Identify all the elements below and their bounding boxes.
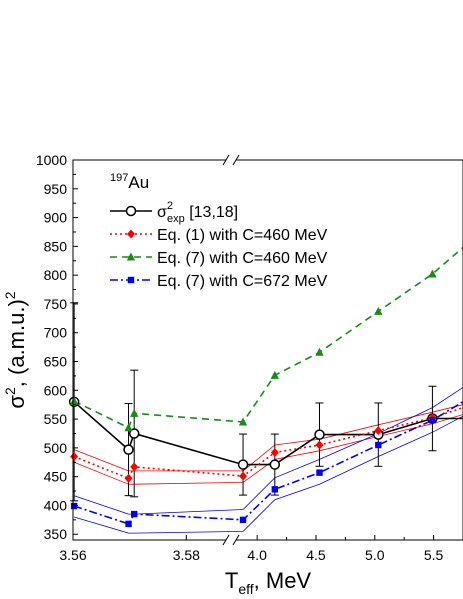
axis-break-slash	[232, 154, 240, 166]
data-point-circle	[123, 444, 134, 455]
axis-break-marks	[222, 154, 240, 546]
data-point-diamond	[239, 471, 248, 481]
series-line	[73, 401, 463, 525]
data-point-triangle	[238, 417, 248, 426]
data-point-circle	[269, 459, 281, 470]
data-point-triangle	[124, 423, 133, 432]
plot-frame	[72, 159, 463, 541]
y-tick-label: 950	[44, 181, 68, 197]
data-point-square	[127, 276, 135, 284]
axis-break-slash	[222, 154, 230, 166]
y-tick-label: 850	[44, 238, 68, 254]
y-axis-label: σ2, (a.m.u.)2	[2, 291, 29, 408]
data-point-diamond	[315, 440, 324, 450]
y-tick-label: 400	[44, 497, 68, 513]
y-tick-label: 600	[44, 382, 68, 398]
x-tick-label: 4.0	[247, 547, 267, 563]
x-tick-label: 5.0	[365, 547, 385, 563]
data-point-diamond	[70, 452, 79, 462]
x-tick-label: 3.56	[59, 547, 86, 563]
axis-break-slash	[222, 534, 230, 546]
nucleus-annotation: 197Au	[110, 172, 149, 192]
data-point-diamond	[124, 473, 133, 483]
data-point-circle	[128, 428, 140, 439]
x-tick-label: 3.58	[173, 547, 200, 563]
data-point-circle	[314, 429, 325, 440]
y-tick-label: 550	[44, 411, 68, 427]
data-point-square	[131, 510, 138, 518]
data-point-triangle	[69, 396, 79, 405]
markers	[68, 269, 438, 528]
y-tick-label: 450	[44, 469, 68, 485]
x-axis-label: Teff, MeV	[225, 568, 312, 597]
data-point-diamond	[127, 229, 135, 239]
legend: σ2 exp [13,18] Eq. (1) with C=460 MeV Eq. (…	[110, 200, 328, 290]
x-tick-label: 4.5	[306, 547, 326, 563]
y-tick-label: 700	[44, 325, 68, 341]
y-tick-label: 350	[44, 526, 68, 542]
legend-label: Eq. (7) with C=460 MeV	[157, 250, 328, 267]
data-point-triangle	[270, 370, 280, 379]
band-lower-line	[73, 415, 463, 534]
data-point-diamond	[374, 426, 383, 436]
data-point-square	[125, 520, 132, 528]
data-point-circle	[125, 205, 137, 217]
axis-break-slash	[232, 534, 240, 546]
y-tick-label: 500	[44, 440, 68, 456]
y-axis: 350 400 450 500 550 600 650 700 750 800 850 900 950 1…	[36, 152, 78, 542]
data-point-circle	[237, 459, 249, 470]
error-bars	[70, 302, 437, 502]
data-point-square	[375, 441, 382, 449]
data-point-triangle	[428, 269, 437, 278]
axis-break-gap	[226, 536, 236, 544]
data-point-square	[316, 469, 323, 476]
x-tick-label: 5.5	[424, 547, 444, 563]
data-point-square	[239, 516, 247, 524]
y-tick-label: 650	[44, 354, 68, 370]
legend-label: Eq. (1) with C=460 MeV	[157, 227, 328, 244]
legend-label: Eq. (7) with C=672 MeV	[157, 273, 328, 290]
data-point-triangle	[315, 347, 324, 356]
data-point-triangle	[374, 306, 383, 315]
data-point-diamond	[270, 447, 279, 457]
data-point-square	[271, 486, 279, 493]
data-point-triangle	[130, 408, 139, 417]
y-tick-label: 1000	[36, 152, 67, 168]
y-tick-label: 750	[44, 296, 68, 312]
legend-label: σ2 exp [13,18]	[157, 200, 238, 225]
data-point-diamond	[130, 462, 139, 472]
y-tick-label: 800	[44, 267, 68, 283]
x-axis: 3.56 3.58 4.0 4.5 5.0 5.5	[59, 535, 444, 563]
y-tick-label: 900	[44, 210, 68, 226]
data-point-square	[429, 417, 436, 424]
data-point-triangle	[126, 252, 136, 261]
data-point-square	[70, 502, 78, 510]
axis-break-gap	[226, 156, 236, 164]
